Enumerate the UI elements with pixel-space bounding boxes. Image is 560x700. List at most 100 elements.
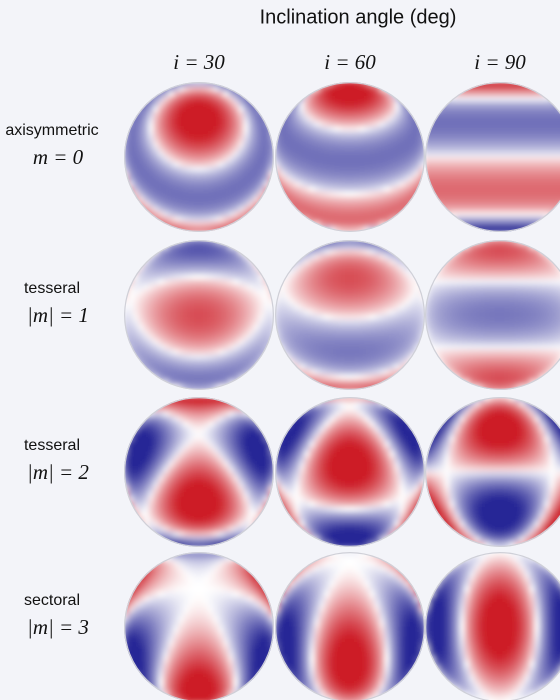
sphere-cell [133, 441, 140, 448]
sphere-cell [374, 86, 381, 93]
sphere-cell [539, 121, 546, 128]
sphere-cell [309, 269, 316, 276]
sphere-cell [524, 294, 531, 301]
sphere-cell [364, 126, 371, 133]
sphere-cell [519, 111, 526, 118]
sphere-cell [384, 339, 391, 346]
sphere-cell [414, 166, 421, 173]
sphere-cell [183, 284, 190, 291]
sphere-cell [253, 354, 260, 361]
sphere-cell [444, 284, 451, 291]
sphere-cell [534, 96, 541, 103]
sphere [124, 397, 274, 547]
sphere-cell [339, 289, 346, 296]
sphere-cell [339, 196, 346, 203]
sphere-cell [138, 131, 145, 138]
sphere-cell [494, 259, 501, 266]
sphere-cell [218, 264, 225, 271]
sphere-cell [534, 329, 541, 336]
sphere-cell [454, 136, 461, 143]
sphere-cell [524, 136, 531, 143]
sphere-cell [238, 196, 245, 203]
sphere-cell [394, 289, 401, 296]
sphere-cell [554, 354, 560, 361]
sphere-cell [183, 446, 190, 453]
sphere-cell [133, 121, 140, 128]
sphere-cell [459, 254, 466, 261]
sphere-cell [213, 379, 220, 386]
sphere-cell [479, 166, 486, 173]
sphere-cell [554, 324, 560, 331]
sphere-cell [554, 166, 560, 173]
sphere-cell [479, 131, 486, 138]
sphere-cell [529, 264, 536, 271]
sphere-cell [479, 161, 486, 168]
sphere-cell [504, 176, 511, 183]
sphere-cell [504, 211, 511, 218]
sphere-cell [213, 196, 220, 203]
sphere-cell [384, 141, 391, 148]
sphere-cell [183, 299, 190, 306]
sphere-cell [344, 279, 351, 286]
sphere-cell [349, 101, 356, 108]
sphere-cell [339, 131, 346, 138]
sphere-cell [248, 309, 255, 316]
sphere-cell [544, 309, 551, 316]
sphere-cell [504, 379, 511, 386]
sphere-cell [238, 284, 245, 291]
sphere-cell [218, 269, 225, 276]
sphere-cell [359, 324, 366, 331]
sphere-cell [369, 196, 376, 203]
sphere-cell [484, 249, 491, 256]
sphere-cell [173, 284, 180, 291]
sphere-cell [524, 156, 531, 163]
sphere-cell [474, 206, 481, 213]
sphere-cell [344, 314, 351, 321]
sphere-cell [309, 181, 316, 188]
sphere-cell [469, 334, 476, 341]
sphere-cell [359, 146, 366, 153]
sphere-cell [534, 151, 541, 158]
sphere-cell [299, 319, 306, 326]
sphere-cell [474, 146, 481, 153]
sphere-cell [198, 191, 205, 198]
sphere-cell [474, 359, 481, 366]
sphere-cell [439, 299, 446, 306]
sphere-cell [344, 379, 351, 386]
sphere-cell [213, 91, 220, 98]
sphere-cell [549, 131, 556, 138]
sphere-cell [494, 141, 501, 148]
sphere-cell [369, 304, 376, 311]
sphere-cell [133, 141, 140, 148]
sphere-cell [434, 191, 441, 198]
sphere-cell [334, 369, 341, 376]
sphere-cell [168, 471, 175, 478]
sphere-cell [128, 324, 135, 331]
sphere-cell [253, 196, 260, 203]
sphere-cell [128, 456, 135, 463]
sphere-cell [509, 289, 516, 296]
sphere-cell [218, 456, 225, 463]
sphere-cell [203, 171, 210, 178]
sphere-cell [374, 181, 381, 188]
sphere-cell [163, 314, 170, 321]
sphere-cell [238, 446, 245, 453]
sphere-cell [349, 121, 356, 128]
sphere-cell [399, 106, 406, 113]
sphere-cell [314, 339, 321, 346]
sphere-cell [429, 314, 436, 321]
sphere-cell [454, 121, 461, 128]
sphere-cell [183, 264, 190, 271]
sphere-cell [549, 289, 556, 296]
sphere-cell [484, 294, 491, 301]
sphere-cell [514, 191, 521, 198]
sphere-cell [494, 299, 501, 306]
sphere-cell [499, 91, 506, 98]
sphere-cell [213, 289, 220, 296]
sphere-cell [238, 456, 245, 463]
sphere-cell [524, 146, 531, 153]
sphere-cell [173, 116, 180, 123]
sphere-cell [474, 289, 481, 296]
sphere-cell [314, 279, 321, 286]
sphere-cell [389, 344, 396, 351]
